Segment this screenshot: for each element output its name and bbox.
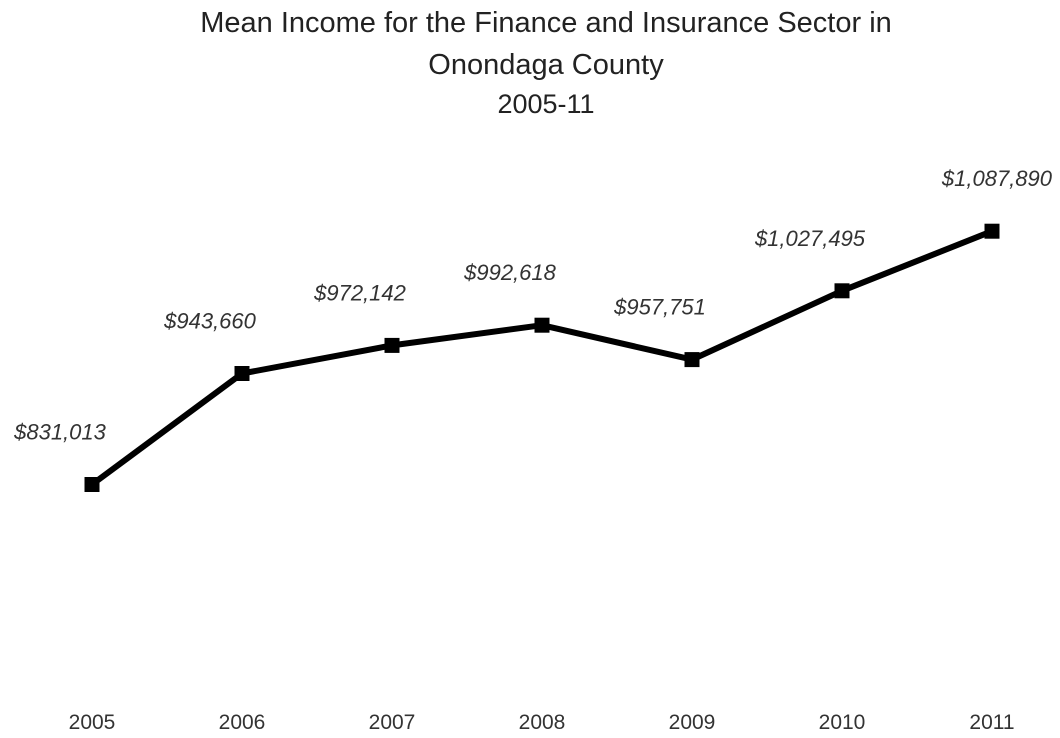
data-label-2009: $957,751 [613,295,706,320]
x-tick-label-2006: 2006 [219,711,266,734]
x-tick-label-2008: 2008 [519,711,566,734]
chart-title-block: Mean Income for the Finance and Insuranc… [0,2,1060,122]
data-label-layer: $831,013 $943,660 $972,142 $992,618 $957,751… [13,166,1053,444]
marker-layer [84,223,1000,492]
data-label-2008: $992,618 [463,260,557,285]
x-tick-label-2005: 2005 [69,711,116,734]
data-label-2010: $1,027,495 [754,226,866,251]
data-point-marker-2011 [984,223,1000,239]
data-point-marker-2006 [234,366,250,381]
chart-subtitle: 2005-11 [497,89,595,119]
data-label-2007: $972,142 [313,280,406,305]
x-tick-label-2011: 2011 [969,711,1014,734]
x-tick-label-2007: 2007 [369,711,416,734]
x-axis-tick-layer: 2005 2006 2007 2008 2009 2010 2011 [69,711,1015,734]
data-point-marker-2008 [534,317,550,333]
chart-title-line-1: Mean Income for the Finance and Insuranc… [200,7,892,39]
data-label-2011: $1,087,890 [941,166,1053,191]
x-tick-label-2009: 2009 [669,711,716,734]
data-point-marker-2005 [84,477,100,492]
data-label-2005: $831,013 [13,420,107,445]
data-point-marker-2010 [834,283,850,299]
data-label-2006: $943,660 [163,309,257,334]
data-point-marker-2007 [384,337,400,353]
x-tick-label-2010: 2010 [819,711,866,734]
chart-title-line-2: Onondaga County [428,49,664,81]
data-point-marker-2009 [684,352,700,368]
